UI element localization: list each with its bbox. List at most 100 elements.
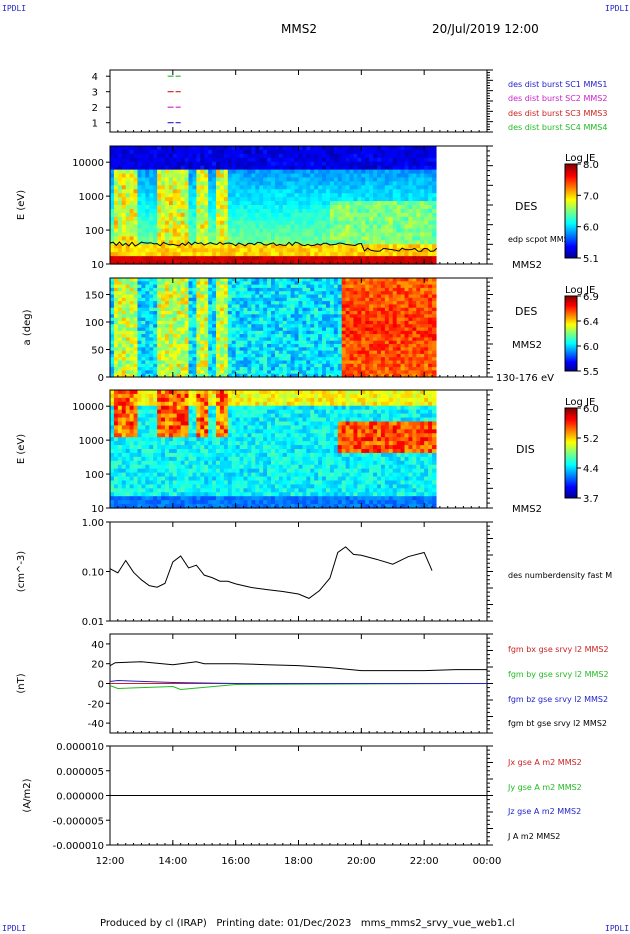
heatmap-cell xyxy=(235,244,241,249)
heatmap-cell xyxy=(341,256,347,261)
heatmap-cell xyxy=(117,161,123,167)
heatmap-cell xyxy=(161,248,166,253)
heatmap-cell xyxy=(282,212,288,218)
heatmap-cell xyxy=(278,327,284,332)
heatmap-cell xyxy=(121,320,127,325)
heatmap-cell xyxy=(168,260,174,265)
heatmap-cell xyxy=(325,311,331,315)
heatmap-cell xyxy=(231,189,237,194)
heatmap-cell xyxy=(263,370,268,375)
heatmap-cell xyxy=(345,340,351,345)
heatmap-cell xyxy=(219,294,225,299)
heatmap-cell xyxy=(282,228,288,234)
heatmap-cell xyxy=(329,185,335,190)
heatmap-cell xyxy=(369,149,374,155)
heatmap-cell xyxy=(157,185,162,190)
heatmap-cell xyxy=(349,281,355,286)
heatmap-cell xyxy=(310,357,315,362)
heatmap-cell xyxy=(318,149,323,155)
heatmap-cell xyxy=(369,189,374,194)
heatmap-cell xyxy=(110,357,115,362)
heatmap-cell xyxy=(129,157,135,163)
heatmap-cell xyxy=(286,301,292,305)
heatmap-cell xyxy=(227,311,233,315)
heatmap-cell xyxy=(251,367,256,371)
heatmap-cell xyxy=(117,165,123,171)
heatmap-cell xyxy=(137,161,143,167)
heatmap-cell xyxy=(420,260,425,265)
heatmap-cell xyxy=(325,334,331,338)
heatmap-cell xyxy=(428,232,433,238)
heatmap-cell xyxy=(325,307,331,312)
heatmap-cell xyxy=(141,284,146,289)
heatmap-cell xyxy=(192,216,197,222)
heatmap-cell xyxy=(161,165,166,171)
heatmap-cell xyxy=(357,197,362,202)
heatmap-cell xyxy=(157,153,162,159)
heatmap-cell xyxy=(310,294,315,299)
heatmap-cell xyxy=(404,301,410,305)
heatmap-cell xyxy=(384,314,390,319)
heatmap-cell xyxy=(373,216,378,222)
heatmap-cell xyxy=(117,353,123,358)
heatmap-cell xyxy=(345,169,351,175)
heatmap-cell xyxy=(196,240,201,245)
heatmap-cell xyxy=(318,197,323,202)
heatmap-cell xyxy=(349,297,355,302)
heatmap-cell xyxy=(353,330,359,335)
heatmap-cell xyxy=(125,224,131,230)
heatmap-cell xyxy=(377,201,382,206)
heatmap-cell xyxy=(365,301,370,305)
heatmap-cell xyxy=(416,169,421,175)
heatmap-cell xyxy=(286,149,292,155)
heatmap-cell xyxy=(380,373,386,378)
heatmap-cell xyxy=(243,324,249,329)
heatmap-cell xyxy=(129,311,135,315)
heatmap-cell xyxy=(432,208,437,214)
heatmap-cell xyxy=(235,240,241,245)
heatmap-cell xyxy=(349,363,355,368)
heatmap-cell xyxy=(384,161,390,167)
heatmap-cell xyxy=(239,317,245,322)
heatmap-cell xyxy=(137,314,143,319)
heatmap-cell xyxy=(333,291,339,296)
heatmap-cell xyxy=(286,220,292,226)
heatmap-cell xyxy=(318,334,323,338)
heatmap-cell xyxy=(369,185,374,190)
heatmap-cell xyxy=(117,340,123,345)
heatmap-cell xyxy=(369,169,374,175)
heatmap-cell xyxy=(377,317,382,322)
heatmap-cell xyxy=(137,256,143,261)
heatmap-cell xyxy=(337,256,343,261)
heatmap-cell xyxy=(149,228,154,234)
heatmap-cell xyxy=(357,307,362,312)
heatmap-cell xyxy=(314,252,319,257)
heatmap-cell xyxy=(373,311,378,315)
heatmap-cell xyxy=(125,212,131,218)
heatmap-cell xyxy=(263,240,268,245)
heatmap-cell xyxy=(314,185,319,190)
heatmap-cell xyxy=(176,294,182,299)
heatmap-cell xyxy=(384,367,390,371)
heatmap-cell xyxy=(216,301,221,305)
heatmap-cell xyxy=(208,181,213,186)
heatmap-cell xyxy=(404,244,410,249)
heatmap-cell xyxy=(200,327,205,332)
heatmap-cell xyxy=(294,248,300,253)
heatmap-cell xyxy=(412,193,417,198)
heatmap-cell xyxy=(255,357,260,362)
heatmap-cell xyxy=(192,344,197,348)
heatmap-cell xyxy=(231,153,237,159)
heatmap-cell xyxy=(110,353,115,358)
heatmap-cell xyxy=(219,367,225,371)
heatmap-cell xyxy=(271,287,276,292)
heatmap-cell xyxy=(164,181,170,186)
heatmap-cell xyxy=(341,244,347,249)
heatmap-cell xyxy=(200,330,205,335)
heatmap-cell xyxy=(157,314,162,319)
heatmap-cell xyxy=(380,173,386,179)
heatmap-cell xyxy=(176,220,182,226)
heatmap-cell xyxy=(306,330,311,335)
heatmap-cell xyxy=(149,260,154,265)
heatmap-cell xyxy=(153,177,158,182)
